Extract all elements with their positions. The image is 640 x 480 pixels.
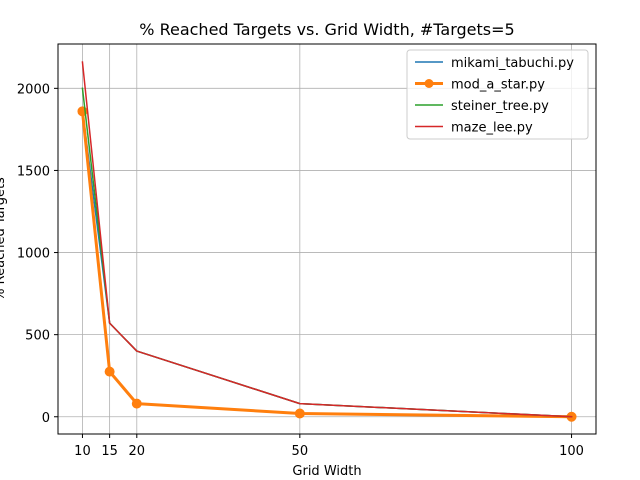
- legend-items: mikami_tabuchi.py mod_a_star.py steiner_tr…: [415, 56, 574, 136]
- y-axis-label: % Reached Targets: [0, 177, 8, 301]
- x-tick-label: 10: [74, 444, 91, 459]
- legend-item: mikami_tabuchi.py: [415, 56, 574, 71]
- chart-title: % Reached Targets vs. Grid Width, #Targe…: [139, 20, 514, 39]
- y-tick-label: 2000: [17, 82, 50, 97]
- legend-item: mod_a_star.py: [415, 78, 545, 93]
- data-point: [104, 366, 115, 377]
- legend-item: steiner_tree.py: [415, 99, 549, 114]
- legend-box: [406, 49, 589, 140]
- legend-marker: [424, 79, 434, 88]
- legend-label: maze_lee.py: [451, 121, 533, 136]
- y-tick-label: 500: [25, 329, 50, 344]
- plot-frame: [57, 43, 597, 435]
- legend-item: maze_lee.py: [415, 121, 533, 136]
- series-line: [81, 61, 573, 418]
- legend-label: steiner_tree.py: [451, 99, 549, 114]
- data-point: [294, 408, 305, 419]
- x-tick-label: 50: [292, 444, 309, 459]
- x-tick-label: 15: [101, 444, 118, 459]
- series-maze-lee-py: [81, 61, 573, 418]
- y-tick-label: 1000: [17, 247, 50, 262]
- x-tick-label: 100: [559, 444, 584, 459]
- data-series: [77, 61, 577, 422]
- x-tick-label: 20: [129, 444, 146, 459]
- legend: mikami_tabuchi.py mod_a_star.py steiner_tr…: [406, 49, 589, 140]
- y-tick-label: 0: [42, 411, 50, 426]
- legend-label: mod_a_star.py: [451, 78, 545, 93]
- x-axis-label: Grid Width: [292, 464, 361, 479]
- legend-label: mikami_tabuchi.py: [451, 56, 574, 71]
- y-tick-label: 1500: [17, 164, 50, 179]
- data-point: [131, 398, 142, 409]
